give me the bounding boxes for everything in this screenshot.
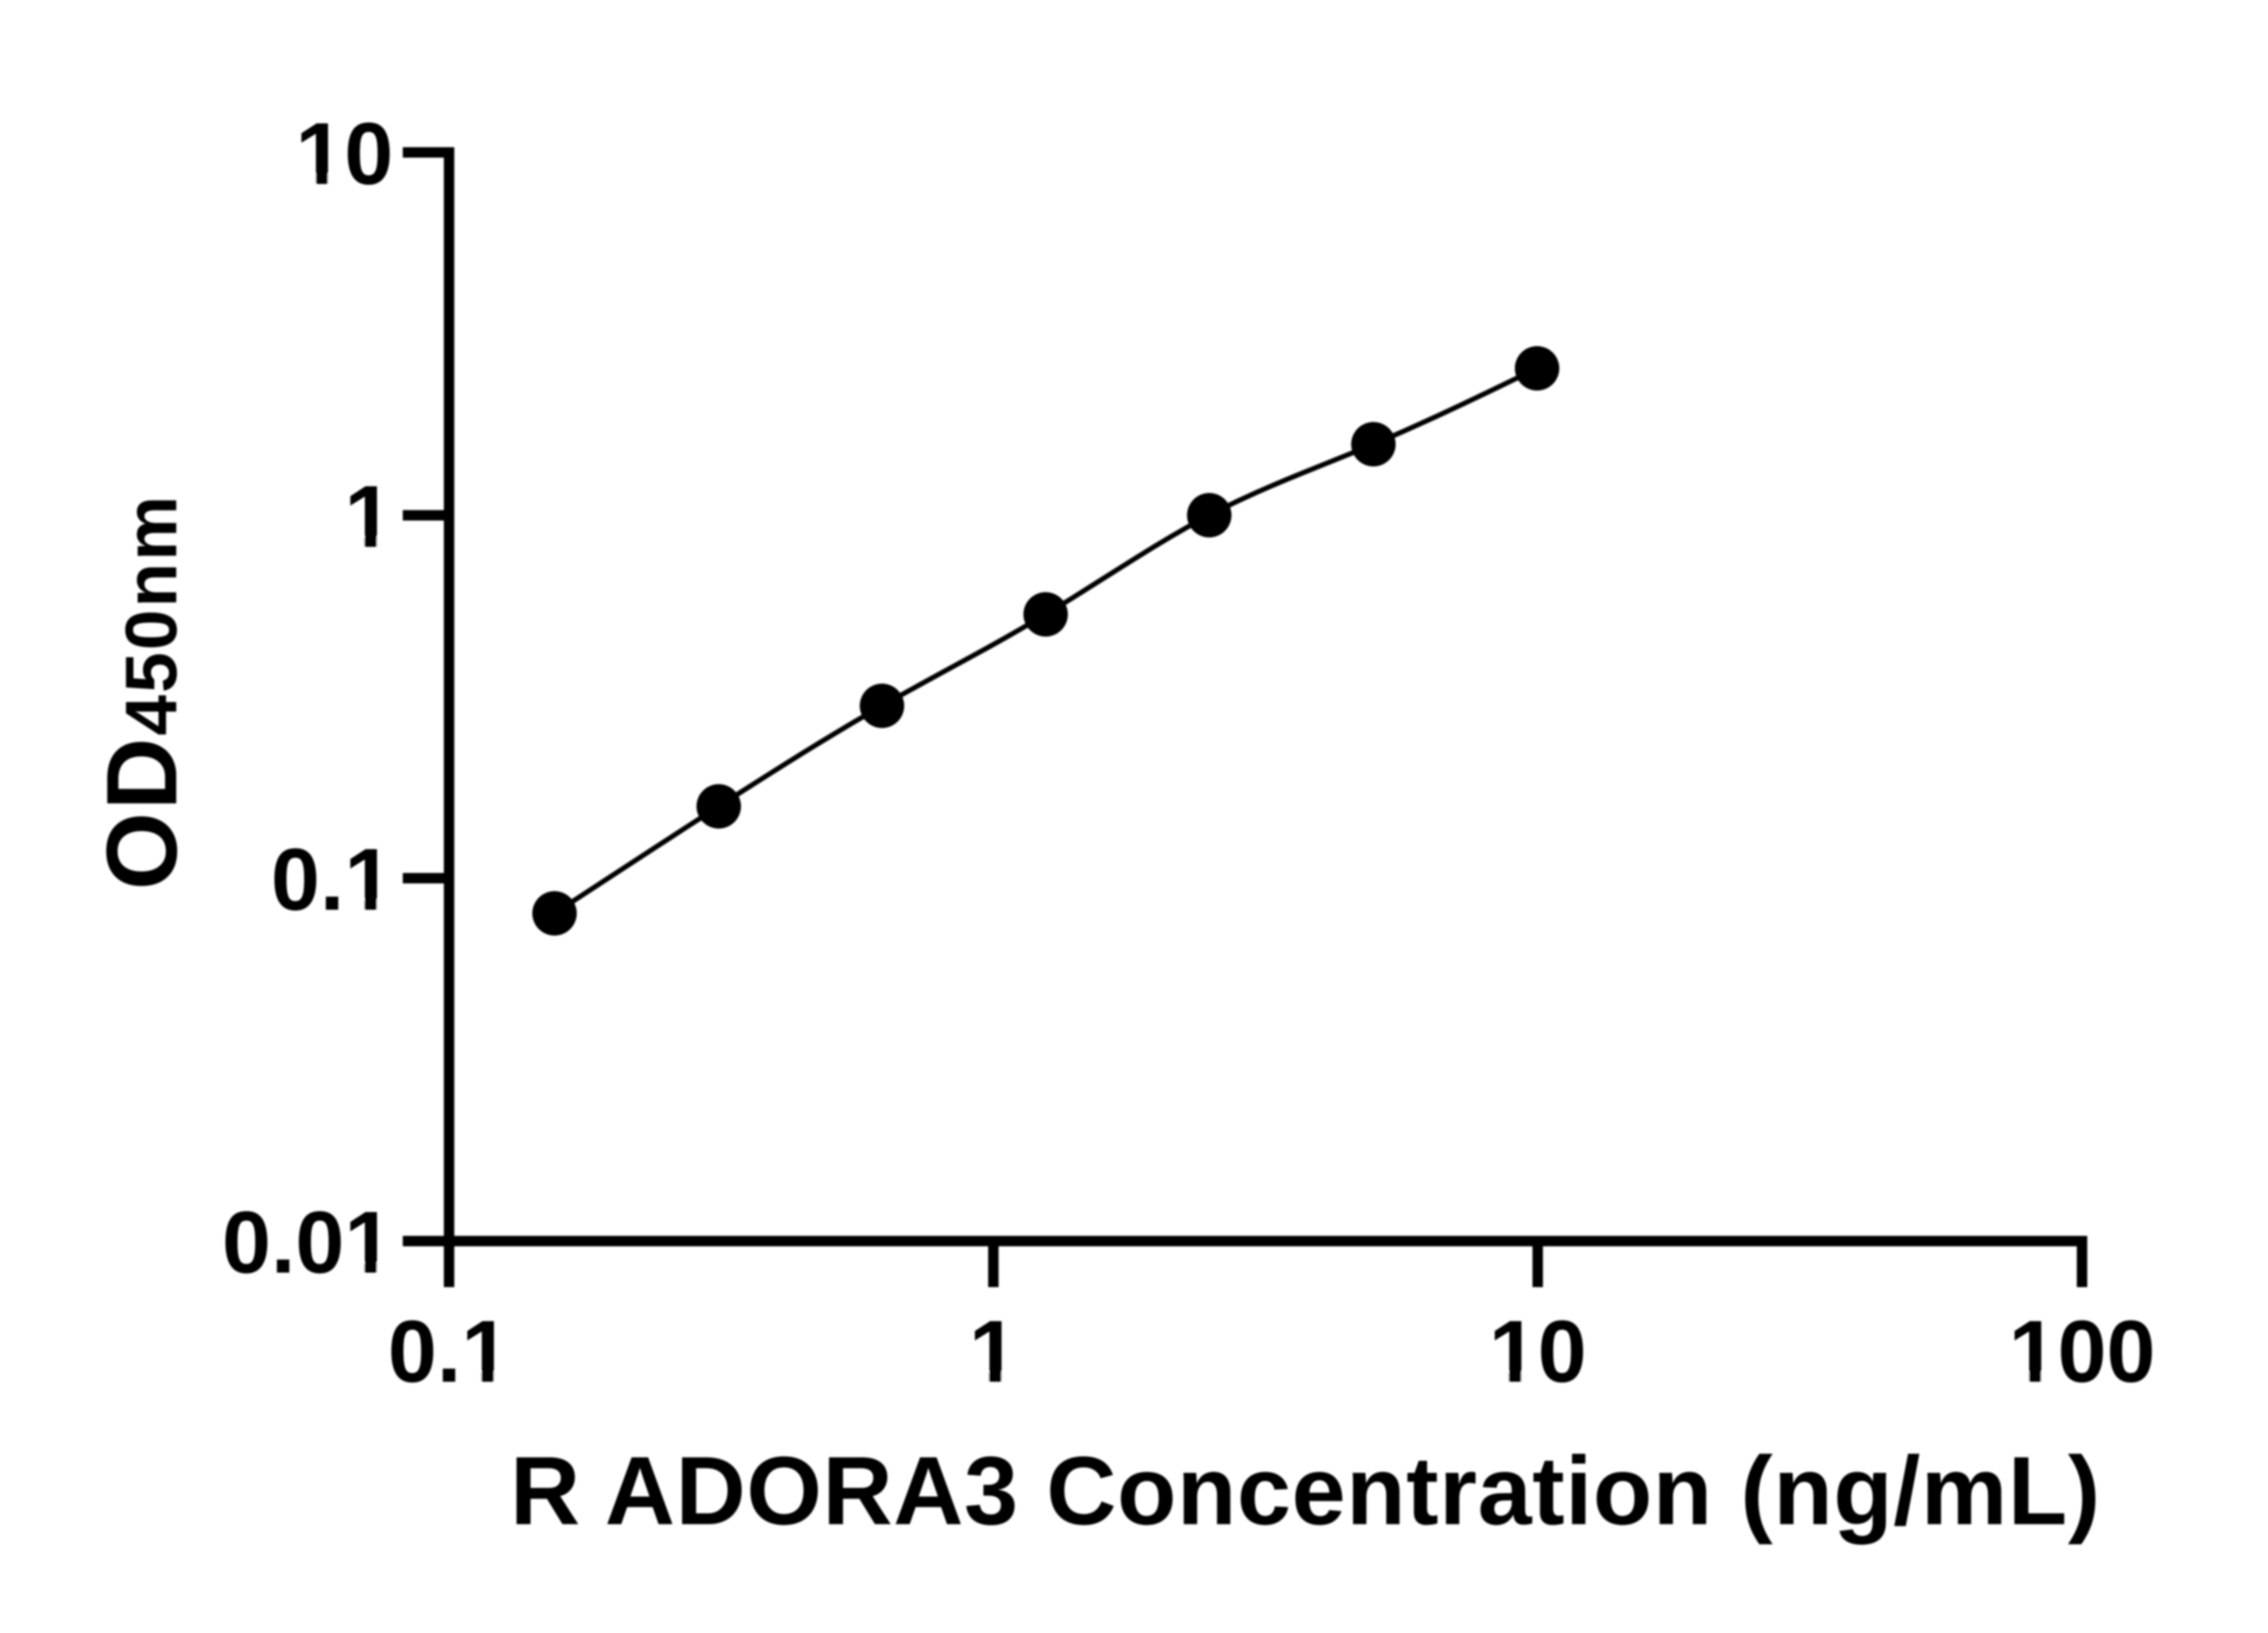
svg-text:10: 10 bbox=[1489, 1302, 1587, 1401]
svg-text:100: 100 bbox=[2009, 1302, 2156, 1401]
svg-text:1: 1 bbox=[969, 1302, 1018, 1401]
svg-text:0.01: 0.01 bbox=[222, 1193, 393, 1292]
svg-text:OD450nm: OD450nm bbox=[86, 494, 198, 890]
svg-text:R ADORA3 Concentration (ng/mL): R ADORA3 Concentration (ng/mL) bbox=[510, 1437, 2101, 1545]
svg-text:10: 10 bbox=[295, 105, 393, 203]
svg-text:0.1: 0.1 bbox=[271, 831, 393, 929]
svg-text:0.1: 0.1 bbox=[388, 1302, 510, 1401]
svg-text:1: 1 bbox=[344, 468, 393, 566]
